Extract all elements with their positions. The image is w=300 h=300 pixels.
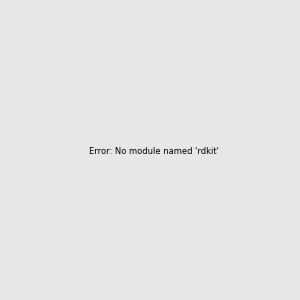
Text: Error: No module named 'rdkit': Error: No module named 'rdkit' [89, 147, 219, 156]
